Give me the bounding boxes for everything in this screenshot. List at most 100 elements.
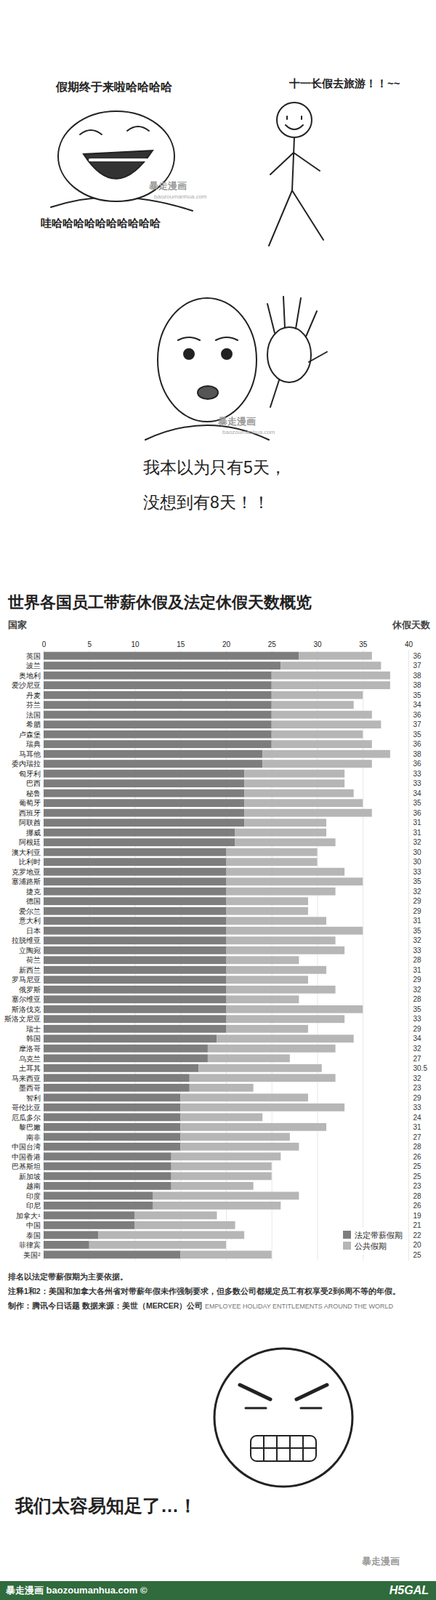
svg-text:英国: 英国 [26,651,41,660]
svg-text:26: 26 [413,1201,423,1210]
svg-text:28: 28 [413,955,423,964]
svg-text:25: 25 [268,640,277,649]
svg-text:27: 27 [413,1054,423,1063]
svg-text:阿根廷: 阿根廷 [18,837,41,846]
svg-text:阿联酋: 阿联酋 [18,818,41,827]
svg-text:23: 23 [413,1083,423,1092]
svg-text:36: 36 [413,759,423,768]
svg-text:比利时: 比利时 [18,857,41,866]
svg-text:31: 31 [413,965,423,974]
svg-text:29: 29 [413,1093,423,1102]
svg-text:25: 25 [413,1172,423,1181]
svg-text:31: 31 [413,1122,423,1131]
svg-text:韩国: 韩国 [26,1034,41,1043]
svg-text:24: 24 [413,1113,423,1122]
svg-text:34: 34 [413,1034,423,1043]
svg-text:南非: 南非 [26,1132,41,1141]
svg-text:32: 32 [413,935,423,944]
svg-text:卢森堡: 卢森堡 [18,730,41,739]
svg-text:30.5: 30.5 [413,1063,429,1072]
svg-text:21: 21 [413,1220,423,1229]
svg-text:斯洛伐克: 斯洛伐克 [11,1004,41,1013]
svg-text:20: 20 [413,1240,423,1249]
svg-text:拉脱维亚: 拉脱维亚 [11,935,41,944]
svg-text:33: 33 [413,778,423,787]
svg-text:29: 29 [413,1024,423,1033]
svg-text:加拿大¹: 加拿大¹ [15,1211,41,1220]
svg-text:25: 25 [413,1161,423,1170]
svg-text:哥伦比亚: 哥伦比亚 [11,1103,41,1112]
svg-text:新西兰: 新西兰 [18,965,41,974]
svg-text:中国香港: 中国香港 [11,1152,41,1161]
svg-text:32: 32 [413,887,423,896]
svg-text:37: 37 [413,720,423,729]
svg-text:35: 35 [413,730,423,739]
svg-text:34: 34 [413,789,423,798]
svg-text:德国: 德国 [26,896,41,905]
svg-text:20: 20 [222,640,232,649]
svg-text:23: 23 [413,1181,423,1190]
svg-text:29: 29 [413,975,423,984]
svg-text:意大利: 意大利 [18,916,41,925]
svg-text:马来西亚: 马来西亚 [11,1074,41,1083]
svg-text:摩洛哥: 摩洛哥 [18,1044,41,1053]
svg-text:巴基斯坦: 巴基斯坦 [11,1161,41,1170]
svg-text:33: 33 [413,769,423,778]
svg-text:瑞典: 瑞典 [26,739,41,748]
svg-text:28: 28 [413,1142,423,1151]
svg-text:15: 15 [176,640,186,649]
svg-text:爱沙尼亚: 爱沙尼亚 [11,680,41,689]
svg-text:俄罗斯: 俄罗斯 [18,985,41,994]
svg-text:塞尔维亚: 塞尔维亚 [11,994,41,1003]
svg-text:马耳他: 马耳他 [18,749,41,758]
svg-text:美国²: 美国² [23,1250,41,1259]
svg-text:32: 32 [413,837,423,846]
svg-text:秘鲁: 秘鲁 [26,789,41,798]
svg-text:希腊: 希腊 [26,720,41,729]
svg-text:38: 38 [413,671,423,680]
svg-text:土耳其: 土耳其 [18,1063,41,1072]
svg-text:26: 26 [413,1152,423,1161]
svg-text:菲律宾: 菲律宾 [18,1240,41,1249]
svg-text:波兰: 波兰 [26,661,41,670]
svg-text:芬兰: 芬兰 [26,700,41,709]
svg-text:32: 32 [413,1074,423,1083]
svg-text:36: 36 [413,739,423,748]
svg-text:35: 35 [413,877,423,886]
svg-text:30: 30 [413,848,423,857]
svg-text:巴西: 巴西 [26,778,41,787]
svg-text:日本: 日本 [26,926,41,935]
svg-text:35: 35 [358,640,368,649]
svg-text:法国: 法国 [26,710,41,719]
svg-text:乌克兰: 乌克兰 [18,1054,41,1063]
svg-text:19: 19 [413,1211,423,1220]
svg-text:32: 32 [413,985,423,994]
svg-text:墨西哥: 墨西哥 [18,1083,41,1092]
svg-text:28: 28 [413,994,423,1003]
svg-text:瑞士: 瑞士 [26,1024,41,1033]
svg-text:38: 38 [413,680,423,689]
svg-text:31: 31 [413,916,423,925]
svg-text:10: 10 [130,640,140,649]
svg-text:31: 31 [413,828,423,837]
svg-text:中国台湾: 中国台湾 [11,1142,41,1151]
svg-text:29: 29 [413,896,423,905]
svg-text:28: 28 [413,1191,423,1200]
svg-text:37: 37 [413,661,423,670]
svg-text:35: 35 [413,691,423,700]
svg-text:38: 38 [413,749,423,758]
svg-text:立陶宛: 立陶宛 [18,946,41,955]
svg-text:35: 35 [413,926,423,935]
svg-text:35: 35 [413,1004,423,1013]
svg-text:爱尔兰: 爱尔兰 [18,906,41,915]
svg-text:0: 0 [42,640,47,649]
svg-text:25: 25 [413,1250,423,1259]
svg-text:荷兰: 荷兰 [26,955,41,964]
svg-text:罗马尼亚: 罗马尼亚 [11,975,41,984]
svg-text:35: 35 [413,798,423,807]
svg-text:33: 33 [413,946,423,955]
svg-text:36: 36 [413,651,423,660]
svg-text:澳大利亚: 澳大利亚 [11,848,41,857]
svg-text:葡萄牙: 葡萄牙 [18,798,41,807]
svg-text:匈牙利: 匈牙利 [18,769,41,778]
